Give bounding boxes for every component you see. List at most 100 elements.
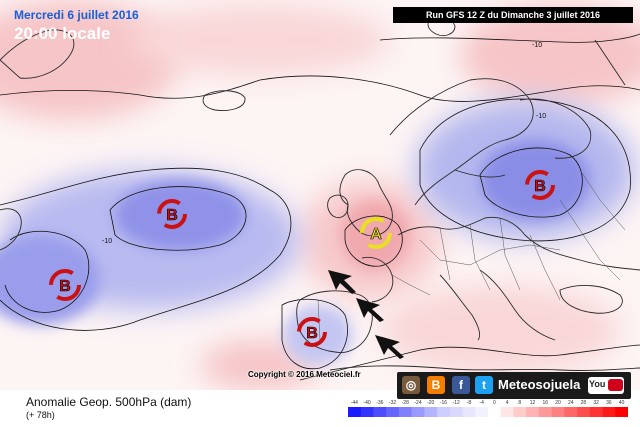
scale-tick-label: -40 <box>363 400 370 406</box>
scale-swatch <box>462 407 476 417</box>
scale-tick-label: -32 <box>389 400 396 406</box>
wind-arrow-icon <box>375 335 404 359</box>
scale-tick-label: 8 <box>518 400 521 406</box>
scale-tick-label: -4 <box>479 400 484 406</box>
scale-tick-label: 4 <box>506 400 509 406</box>
youtube-icon[interactable]: You <box>588 377 624 394</box>
scale-swatch <box>475 407 489 417</box>
color-scale: -44 -40 -36 -32 -28 -24 -20 -16 -12 -8 -4 0 4 8 12 16 20… <box>348 400 628 417</box>
contour-line <box>419 98 631 242</box>
scale-tick-label: 32 <box>593 400 599 406</box>
scale-tick-label: 24 <box>568 400 574 406</box>
scale-swatch <box>398 407 412 417</box>
positive-anomaly-mediterranean <box>380 285 620 375</box>
iceland-coast <box>202 90 246 111</box>
scale-tick-label: -44 <box>351 400 358 406</box>
scale-swatch <box>488 407 502 417</box>
scale-swatch <box>615 407 628 417</box>
balkans-coast <box>479 269 556 341</box>
low-pressure-marker: B <box>525 170 555 200</box>
wind-arrow-icon <box>356 298 384 322</box>
youtube-tube-shape <box>608 379 623 391</box>
iberia-coast <box>296 290 373 353</box>
scale-swatch <box>500 407 514 417</box>
contour-label: -10 <box>102 238 112 245</box>
contour-line <box>4 230 90 313</box>
negative-anomaly-atlantic-core <box>115 180 245 250</box>
british-isles-coast <box>339 169 393 237</box>
scale-swatch <box>589 407 603 417</box>
social-banner: ◎ B f t Meteosojuela You <box>397 372 631 399</box>
low-center-ring <box>49 269 81 301</box>
border-line <box>499 217 521 291</box>
brand-name[interactable]: Meteosojuela <box>498 377 581 392</box>
contour-line <box>0 75 640 102</box>
low-center-letter: B <box>306 325 318 342</box>
scale-tick-label: -24 <box>414 400 421 406</box>
scale-swatch <box>577 407 591 417</box>
coastlines <box>0 17 640 372</box>
scale-swatch <box>564 407 578 417</box>
youtube-label: You <box>589 379 606 389</box>
scale-swatch <box>449 407 463 417</box>
border-line <box>469 224 491 291</box>
canada-coast <box>0 208 22 251</box>
positive-anomaly-top-center <box>130 5 390 75</box>
scale-swatch <box>360 407 374 417</box>
finland-coast <box>519 98 592 159</box>
facebook-icon[interactable]: f <box>452 376 470 394</box>
low-center-letter: B <box>59 278 71 295</box>
scale-swatch <box>513 407 527 417</box>
high-center-letter: A <box>370 226 382 243</box>
model-run-text: Run GFS 12 Z du Dimanche 3 juillet 2016 <box>425 10 601 20</box>
black-sea-coast <box>559 285 623 314</box>
contour-label: -10 <box>536 113 546 120</box>
valid-time: 20:00 locale <box>14 24 111 43</box>
contour-line <box>109 186 247 251</box>
map-canvas: -10 -10 -10 B B B B A <box>0 0 640 390</box>
contour-line <box>0 167 292 331</box>
novaya-zemlya-coast <box>594 39 626 86</box>
scale-tick-label: 0 <box>493 400 496 406</box>
scale-tick-label: 36 <box>606 400 612 406</box>
italy-coast <box>439 274 481 341</box>
blogger-icon[interactable]: B <box>427 376 445 394</box>
pressure-centers: B B B B A <box>49 170 555 347</box>
scale-swatch <box>551 407 565 417</box>
low-center-letter: B <box>166 207 178 224</box>
scale-tick-label: -36 <box>376 400 383 406</box>
negative-anomaly-iberia <box>283 305 353 365</box>
scale-swatch <box>424 407 438 417</box>
contour-line <box>281 298 348 370</box>
scale-swatch <box>602 407 616 417</box>
greenland-coast <box>0 29 75 79</box>
low-center-ring <box>525 170 555 200</box>
scale-swatch <box>526 407 540 417</box>
border-line <box>529 234 561 301</box>
forecast-hours: (+ 78h) <box>26 410 55 420</box>
low-pressure-marker: B <box>157 199 187 229</box>
instagram-icon[interactable]: ◎ <box>402 376 420 394</box>
scale-swatch <box>348 407 362 417</box>
low-pressure-marker: B <box>297 317 327 347</box>
border-line <box>439 227 451 281</box>
scale-tick-label: 16 <box>542 400 548 406</box>
contour-labels: -10 -10 -10 <box>102 42 546 245</box>
scale-swatch <box>538 407 552 417</box>
low-center-ring <box>297 317 327 347</box>
contour-line <box>479 147 583 218</box>
scale-swatch <box>386 407 400 417</box>
wind-arrow-icon <box>328 270 356 294</box>
positive-anomaly-top-left <box>0 0 180 120</box>
model-run-banner: Run GFS 12 Z du Dimanche 3 juillet 2016 <box>393 7 633 23</box>
field-title: Anomalie Geop. 500hPa (dam) <box>26 395 192 409</box>
low-center-ring <box>157 199 187 229</box>
border-line <box>391 274 431 296</box>
scale-swatch <box>373 407 387 417</box>
contour-line <box>299 344 640 381</box>
scale-tick-label: 12 <box>530 400 536 406</box>
border-line <box>419 239 561 266</box>
twitter-icon[interactable]: t <box>475 376 493 394</box>
scale-tick-label: -28 <box>402 400 409 406</box>
